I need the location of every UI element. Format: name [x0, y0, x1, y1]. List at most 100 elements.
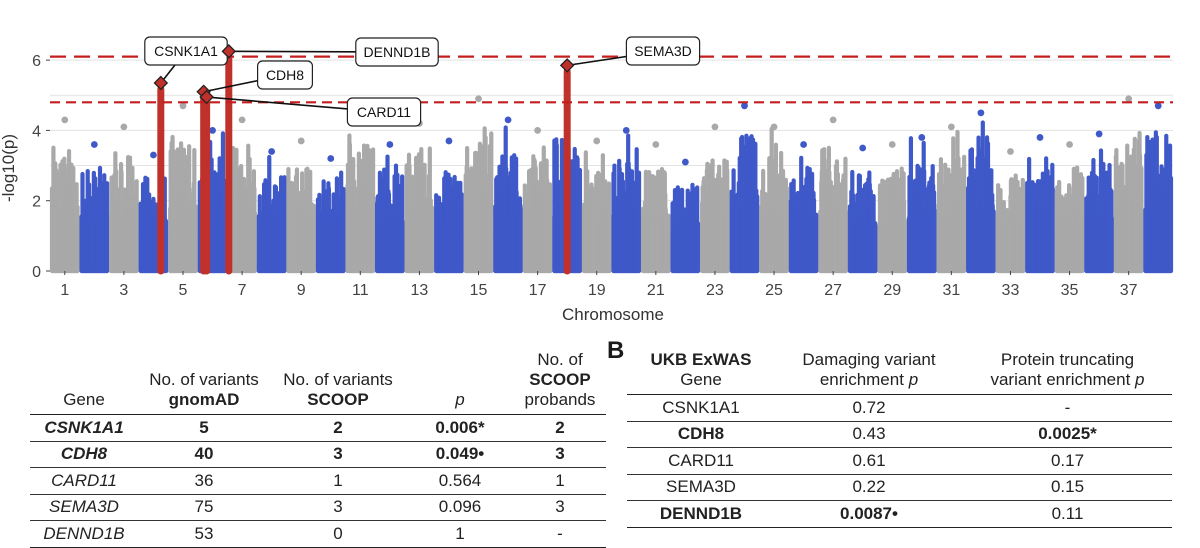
table-b-damaging-cell: 0.22: [775, 474, 963, 501]
x-tick-label: 23: [706, 282, 724, 299]
peak-point: [445, 137, 453, 145]
peak-point: [150, 151, 157, 159]
annotation-dennd1b: DENND1B: [221, 37, 439, 67]
x-tick-label: 19: [588, 282, 606, 299]
peak-point: [297, 137, 305, 145]
annotation-box: [346, 97, 422, 127]
table-a-row: CDH8 40 3 0.049• 3: [30, 441, 606, 468]
peak-point: [1066, 141, 1073, 148]
x-tick-label: 35: [1061, 282, 1079, 299]
table-a-gnomad-cell: 36: [138, 467, 270, 495]
chromosome-31-points: [936, 123, 967, 274]
peak-point: [770, 123, 778, 131]
top-variant-marker: [153, 75, 169, 91]
peak-point: [1036, 134, 1044, 141]
x-tick-label: 21: [647, 282, 665, 299]
table-b-gene-cell: CARD11: [627, 447, 775, 475]
x-tick-label: 37: [1120, 282, 1138, 299]
chromosome-35-points: [1054, 141, 1085, 274]
chromosome-2-points: [79, 141, 110, 274]
threshold-lines: [50, 55, 1173, 104]
peak-point: [622, 127, 630, 134]
peak-point: [1007, 148, 1014, 155]
table-a-scoop-cell: 0: [270, 520, 406, 548]
y-tick-label: 4: [32, 123, 41, 140]
peak-point: [1125, 95, 1133, 103]
x-tick-label: 13: [411, 282, 429, 299]
table-b-ukb-exwas: UKB ExWAS Gene Damaging variant enrichme…: [627, 350, 1172, 528]
annotation-label: SEMA3D: [634, 43, 692, 59]
x-tick-label: 25: [765, 282, 783, 299]
table-b-damaging-cell: 0.0087•: [775, 500, 963, 528]
annotation-card11: CARD11: [199, 89, 422, 127]
chromosome-25-points: [759, 123, 789, 274]
chromosome-8-points: [256, 148, 287, 274]
table-a-scoop-cell: 3: [270, 494, 406, 521]
table-b-row: CDH8 0.43 0.0025*: [627, 421, 1172, 448]
chromosome-1-points: [49, 116, 80, 274]
table-b-gene-cell: CSNK1A1: [627, 394, 775, 422]
table-b-damaging-cell: 0.72: [775, 394, 963, 422]
chromosome-14-points: [434, 137, 464, 274]
table-a-probands-cell: 3: [514, 441, 606, 468]
table-a-gene-cell: DENND1B: [30, 520, 138, 548]
x-tick-label: 7: [238, 282, 247, 299]
peak-point: [711, 123, 719, 131]
table-b-gene-cell: SEMA3D: [627, 474, 775, 501]
peak-point: [90, 141, 98, 148]
chromosome-13-points: [404, 119, 435, 274]
table-b-row: CARD11 0.61 0.17: [627, 447, 1172, 475]
annotation-csnk1a1: CSNK1A1: [144, 36, 228, 91]
table-a-scoop-cell: 2: [270, 414, 406, 442]
peak-point: [179, 102, 187, 110]
x-tick-label: 5: [179, 282, 188, 299]
annotation-label: CDH8: [266, 67, 304, 83]
annotation-box: [355, 37, 439, 67]
peak-point: [268, 148, 276, 155]
panel-b-label: B: [607, 337, 625, 364]
table-b-row: SEMA3D 0.22 0.15: [627, 474, 1172, 501]
peak-point: [238, 116, 246, 124]
annotation-sema3d: SEMA3D: [559, 36, 701, 73]
table-a-header-gene: Gene: [30, 350, 138, 415]
table-a-scoop-cell: 3: [270, 441, 406, 468]
x-tick-label: 9: [297, 282, 306, 299]
annotation-label: DENND1B: [364, 44, 431, 60]
chromosome-10-points: [315, 155, 346, 274]
table-a-gnomad-cell: 53: [138, 520, 270, 548]
table-b-header-damaging: Damaging variant enrichment p: [775, 350, 963, 395]
chromosome-3-points: [109, 123, 139, 274]
table-b-truncating-cell: 0.11: [963, 500, 1172, 528]
table-a-gnomad-cell: 75: [138, 494, 270, 521]
peak-point: [209, 127, 216, 134]
annotation-cdh8: CDH8: [196, 60, 314, 100]
table-a-gnomad-cell: 5: [138, 414, 270, 442]
y-tick-label: 6: [32, 53, 41, 70]
y-tick-label: 0: [32, 264, 41, 281]
chromosome-27-points: [818, 116, 849, 274]
table-a-gene-cell: CDH8: [30, 441, 138, 468]
table-a-p-cell: 0.049•: [406, 441, 514, 468]
gene-annotations: CSNK1A1 CDH8 CARD11 DENND1B SEMA3D: [144, 36, 701, 127]
peak-point: [327, 155, 335, 162]
table-a-header-probands: No. of SCOOP probands: [514, 350, 606, 415]
table-a-p-cell: 0.564: [406, 467, 514, 495]
annotation-box: [625, 36, 701, 66]
peak-point: [888, 141, 896, 148]
table-b-row: DENND1B 0.0087• 0.11: [627, 500, 1172, 528]
table-b-header-row: UKB ExWAS Gene Damaging variant enrichme…: [627, 350, 1172, 395]
table-b-gene-cell: CDH8: [627, 421, 775, 448]
chromosome-19-points: [581, 137, 612, 274]
top-variant-marker: [221, 44, 237, 59]
chromosome-29-points: [877, 141, 908, 274]
peak-point: [947, 123, 955, 131]
peak-point: [800, 141, 807, 148]
table-a-probands-cell: 2: [514, 414, 606, 442]
peak-point: [386, 141, 394, 148]
top-variant-marker: [559, 58, 575, 73]
table-b-row: CSNK1A1 0.72 -: [627, 394, 1172, 422]
table-a-row: DENND1B 53 0 1 -: [30, 520, 606, 548]
table-b-header-gene: UKB ExWAS Gene: [627, 350, 775, 395]
chromosome-37-points: [1113, 95, 1144, 274]
table-a-row: CSNK1A1 5 2 0.006* 2: [30, 414, 606, 442]
